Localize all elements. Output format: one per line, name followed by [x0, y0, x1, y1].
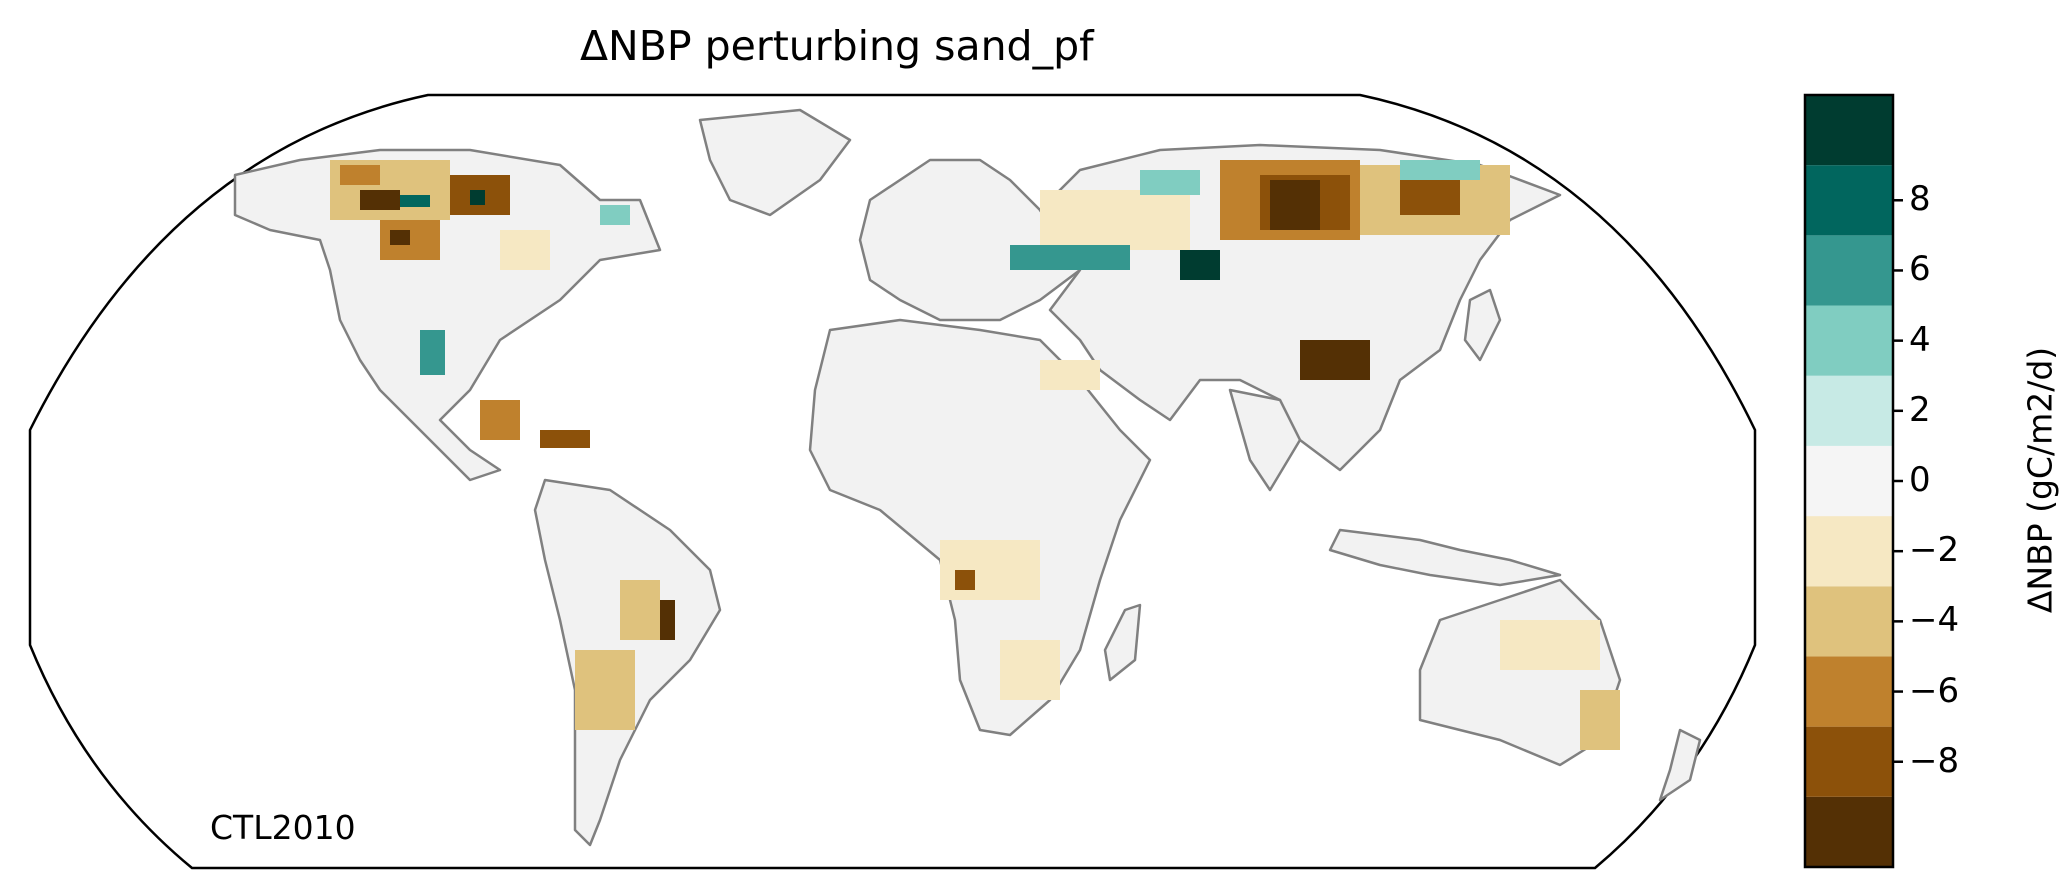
indonesia: [1328, 528, 1562, 587]
cell: [1180, 250, 1220, 280]
cell: [1000, 640, 1060, 700]
cell: [1040, 190, 1190, 250]
colorbar-tick-label: −8: [1909, 740, 1960, 781]
colorbar-tick-label: −2: [1909, 530, 1960, 571]
data-cells: [330, 160, 1620, 750]
cell: [1400, 180, 1460, 215]
cell: [470, 190, 485, 205]
colorbar-tick-label: −6: [1909, 670, 1960, 711]
colorbar-tick-label: 0: [1909, 460, 1931, 500]
colorbar-tick-label: 6: [1909, 249, 1931, 290]
madagascar: [1103, 603, 1142, 682]
cell: [480, 400, 520, 440]
colorbar-bin: [1805, 375, 1893, 446]
cell: [660, 600, 675, 640]
cell: [1400, 160, 1480, 180]
cell: [575, 650, 635, 730]
colorbar-tick-label: 2: [1909, 389, 1931, 430]
colorbar-bin: [1805, 165, 1893, 236]
map-title: ΔNBP perturbing sand_pf: [580, 22, 1094, 70]
cell: [540, 430, 590, 448]
cell: [400, 195, 430, 207]
cell: [360, 190, 400, 210]
colorbar-bin: [1805, 586, 1893, 657]
colorbar-bins: [1805, 95, 1893, 867]
cell: [620, 580, 660, 640]
cell: [1580, 690, 1620, 750]
cell: [1500, 620, 1600, 670]
colorbar-bin: [1805, 305, 1893, 376]
colorbar-bin: [1805, 796, 1893, 867]
colorbar-tick-label: 4: [1909, 319, 1931, 360]
corner-label: CTL2010: [210, 808, 356, 847]
colorbar-tick-label: 8: [1909, 179, 1931, 220]
cell: [500, 230, 550, 270]
cell: [1300, 340, 1370, 380]
colorbar-bin: [1805, 726, 1893, 797]
world-map: [28, 93, 1757, 870]
colorbar-bin: [1805, 95, 1893, 166]
colorbar-ticks: [1893, 199, 1903, 763]
greenland: [698, 108, 852, 217]
colorbar-bin: [1805, 235, 1893, 306]
cell: [420, 330, 445, 375]
cell: [600, 205, 630, 225]
cell: [390, 230, 410, 245]
japan: [1463, 288, 1502, 362]
cell: [1010, 245, 1130, 270]
cell: [955, 570, 975, 590]
north-america: [233, 148, 662, 482]
colorbar-bin: [1805, 656, 1893, 727]
colorbar-bin: [1805, 516, 1893, 587]
colorbar-bin: [1805, 445, 1893, 517]
cell: [340, 165, 380, 185]
colorbar-tick-label: −4: [1909, 600, 1960, 641]
india: [1228, 388, 1302, 492]
cell: [1040, 360, 1100, 390]
cell: [1270, 180, 1320, 230]
europe: [858, 158, 1082, 322]
new-zealand: [1658, 728, 1702, 802]
colorbar-label: ΔNBP (gC/m2/d): [2020, 346, 2060, 614]
cell: [1140, 170, 1200, 195]
